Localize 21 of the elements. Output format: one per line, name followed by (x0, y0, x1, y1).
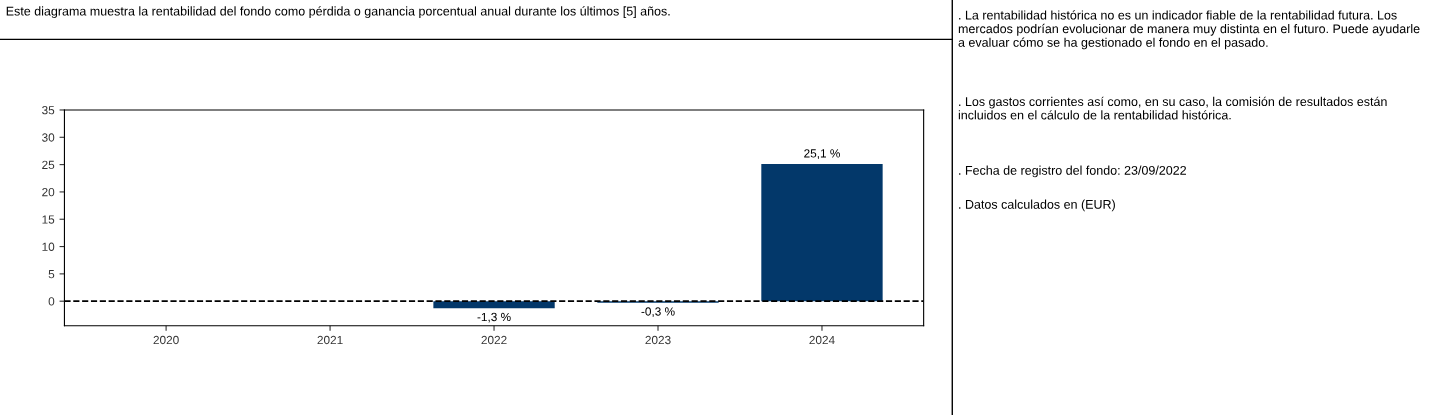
y-tick-label: 10 (42, 242, 55, 251)
y-tick-label: 15 (42, 215, 55, 224)
x-tick-label: 2024 (809, 335, 835, 345)
y-tick-label: 20 (42, 187, 55, 197)
y-tick-label: 0 (48, 297, 55, 306)
y-tick-label: 25 (42, 160, 55, 169)
data-label: -1,3 % (477, 312, 511, 323)
x-tick-label: 2022 (481, 335, 507, 345)
x-tick-label: 2023 (645, 335, 671, 345)
text: . Datos calculados en (EUR) (959, 199, 1115, 212)
text: . La rentabilidad histórica no es un indicador fiable de la rentabilidad futura. Los mercados podrían evolucionar de manera muy distinta en el futuro. Puede ayudarle a evaluar cómo se ha gestionado el fondo en el pasado. (958, 10, 1420, 50)
x-tick-label: 2020 (153, 335, 179, 345)
chart-title: Este diagrama muestra la rentabilidad del fondo como pérdida o ganancia porcentual anual durante los últimos [5] años. (6, 6, 670, 19)
y-tick-label: 5 (48, 270, 55, 279)
data-label: 25,1 % (804, 149, 840, 159)
text: . Fecha de registro del fondo: 23/09/2022 (959, 165, 1187, 178)
y-tick-label: 30 (42, 133, 55, 142)
text: . Los gastos corrientes así como, en su caso, la comisión de resultados están incluidos en el cálculo de la rentabilidad histórica. (958, 96, 1387, 120)
y-tick-label: 35 (42, 106, 55, 115)
data-label: -0,3 % (641, 307, 675, 318)
x-tick-label: 2021 (317, 335, 343, 345)
